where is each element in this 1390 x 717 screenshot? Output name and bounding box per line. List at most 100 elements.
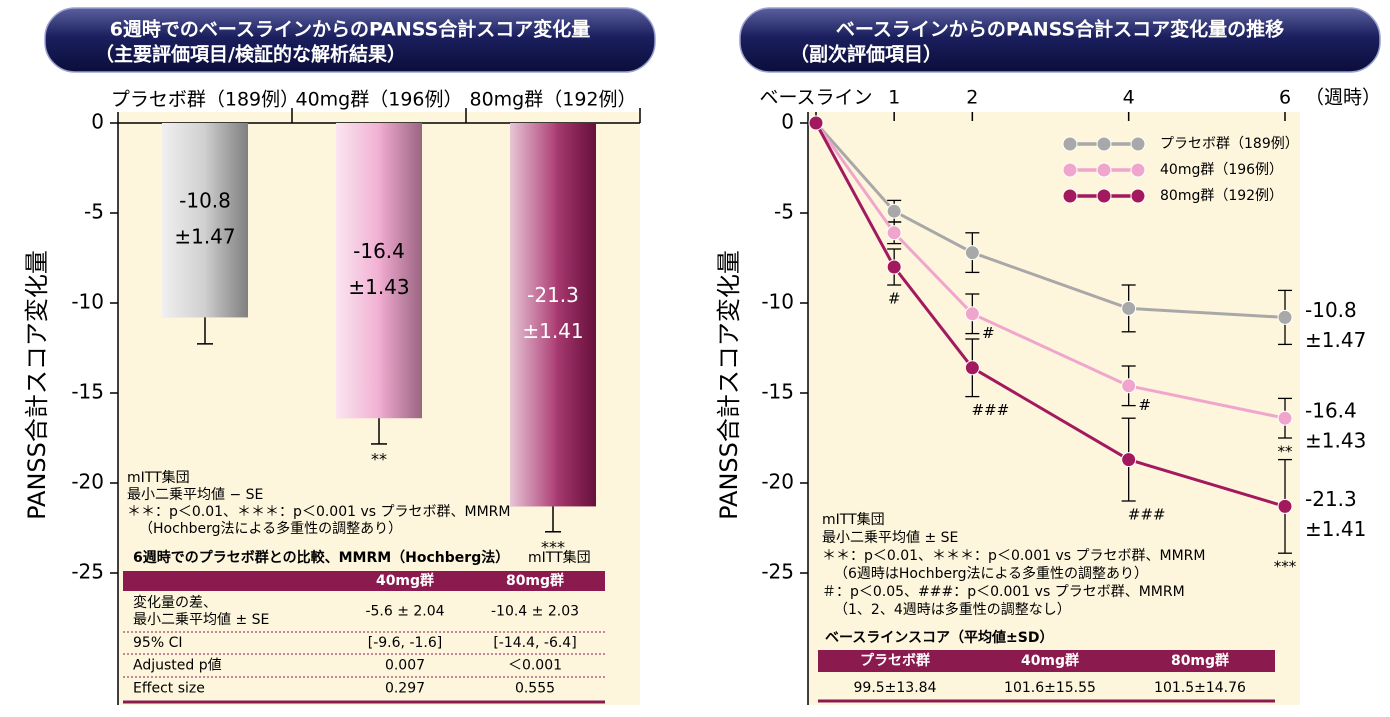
- error-label: ±1.41: [522, 319, 583, 343]
- significance-label: ***: [1274, 558, 1297, 576]
- legend-marker: [1062, 188, 1078, 204]
- x-tick-label: 1: [888, 87, 900, 109]
- significance-label: **: [371, 449, 387, 468]
- table-cell: [-9.6, -1.6]: [368, 635, 442, 651]
- x-axis-label: （週時）: [1305, 87, 1381, 109]
- table-column-header: 80mg群: [506, 572, 564, 589]
- data-point: [1277, 309, 1293, 325]
- table-row-label: 変化量の差、: [133, 594, 217, 611]
- y-tick-label: -25: [71, 560, 104, 584]
- bar-shade: [336, 123, 422, 419]
- end-value-label: -16.4: [1305, 399, 1357, 423]
- value-label: -21.3: [527, 283, 579, 307]
- category-label: 80mg群（192例）: [469, 89, 636, 111]
- note: 最小二乗平均値 ± SE: [822, 530, 958, 546]
- y-tick-label: 0: [91, 110, 104, 134]
- table-caption: ベースラインスコア（平均値±SD）: [825, 629, 1053, 646]
- legend-marker: [1096, 162, 1112, 178]
- table-column-header: 40mg群: [376, 572, 434, 589]
- table-cell: 0.007: [385, 658, 425, 674]
- legend-label: 80mg群（192例）: [1160, 188, 1283, 204]
- note: 最小二乗平均値 − SE: [127, 487, 263, 503]
- legend-marker: [1130, 162, 1146, 178]
- legend-label: プラセボ群（189例）: [1160, 136, 1299, 152]
- table-cell: 99.5±13.84: [854, 680, 937, 696]
- data-point: [1277, 498, 1293, 514]
- category-label: 40mg群（196例）: [295, 89, 462, 111]
- significance-label: **: [1278, 443, 1294, 461]
- table-column-header: 80mg群: [1171, 652, 1229, 669]
- bar-shade: [162, 123, 248, 318]
- y-tick-label: -5: [774, 200, 794, 224]
- y-tick-label: -10: [761, 290, 794, 314]
- data-point: [808, 115, 824, 131]
- data-point: [964, 306, 980, 322]
- table-cell: 101.5±14.76: [1154, 680, 1246, 696]
- chart-title: ベースラインからのPANSS合計スコア変化量の推移: [836, 18, 1284, 41]
- x-tick-label: ベースライン: [759, 87, 872, 109]
- end-error-label: ±1.47: [1305, 328, 1366, 352]
- x-tick-label: 2: [966, 87, 978, 109]
- significance-label: #: [888, 290, 901, 308]
- title-banner: [44, 7, 656, 73]
- legend-marker: [1130, 136, 1146, 152]
- table-cell: ＜0.001: [508, 658, 562, 674]
- data-point: [964, 245, 980, 261]
- y-tick-label: -10: [71, 290, 104, 314]
- data-point: [886, 203, 902, 219]
- note: mITT集団: [127, 469, 190, 486]
- legend-marker: [1096, 136, 1112, 152]
- data-point: [886, 259, 902, 275]
- bar-shade: [510, 123, 596, 507]
- y-axis-label: PANSS合計スコア変化量: [715, 250, 743, 520]
- title-banner: [739, 7, 1381, 73]
- data-point: [1277, 410, 1293, 426]
- note: mITT集団: [822, 511, 885, 528]
- end-error-label: ±1.43: [1305, 429, 1366, 453]
- note: （1、2、4週時は多重性の調整なし）: [834, 601, 1071, 618]
- significance-label: ###: [971, 401, 1009, 419]
- table-cell: 0.555: [515, 681, 555, 697]
- significance-label: #: [1138, 396, 1151, 414]
- legend-label: 40mg群（196例）: [1160, 162, 1283, 178]
- y-tick-label: -20: [71, 470, 104, 494]
- significance-label: ###: [1128, 506, 1166, 524]
- table-row-label: 95% CI: [133, 635, 182, 651]
- table-row-label: Adjusted p値: [133, 658, 222, 674]
- y-tick-label: -5: [84, 200, 104, 224]
- table-cell: -5.6 ± 2.04: [365, 604, 444, 620]
- table-row-label: Effect size: [133, 681, 205, 697]
- value-label: -10.8: [179, 189, 231, 213]
- end-value-label: -10.8: [1305, 298, 1357, 322]
- value-label: -16.4: [353, 239, 405, 263]
- note: ＊＊：p＜0.01、＊＊＊：p＜0.001 vs プラセボ群、MMRM: [127, 504, 510, 520]
- legend-marker: [1062, 162, 1078, 178]
- error-label: ±1.43: [348, 275, 409, 299]
- table-column-header: 40mg群: [1021, 652, 1079, 669]
- note: ＊＊：p＜0.01、＊＊＊：p＜0.001 vs プラセボ群、MMRM: [822, 548, 1205, 564]
- x-tick-label: 6: [1279, 87, 1291, 109]
- table-cell: 0.297: [385, 681, 425, 697]
- category-label: プラセボ群（189例）: [111, 89, 299, 111]
- y-tick-label: -15: [761, 380, 794, 404]
- error-label: ±1.47: [174, 225, 235, 249]
- chart-subtitle: （主要評価項目/検証的な解析結果）: [95, 43, 406, 66]
- table-cell: [-14.4, -6.4]: [493, 635, 576, 651]
- data-point: [1121, 452, 1137, 468]
- data-point: [1121, 378, 1137, 394]
- table-cell: -10.4 ± 2.03: [491, 604, 579, 620]
- y-tick-label: 0: [781, 110, 794, 134]
- data-point: [1121, 300, 1137, 316]
- table-cell: 101.6±15.55: [1004, 680, 1096, 696]
- end-value-label: -21.3: [1305, 487, 1357, 511]
- table-header: [818, 650, 1275, 672]
- table-row-label: 最小二乗平均値 ± SE: [133, 612, 269, 628]
- table-header: [123, 571, 605, 591]
- note: （6週時はHochberg法による多重性の調整あり）: [834, 565, 1148, 582]
- table-caption-right: mITT集団: [528, 549, 591, 566]
- legend-marker: [1130, 188, 1146, 204]
- significance-label: #: [982, 324, 995, 342]
- data-point: [964, 360, 980, 376]
- legend-marker: [1062, 136, 1078, 152]
